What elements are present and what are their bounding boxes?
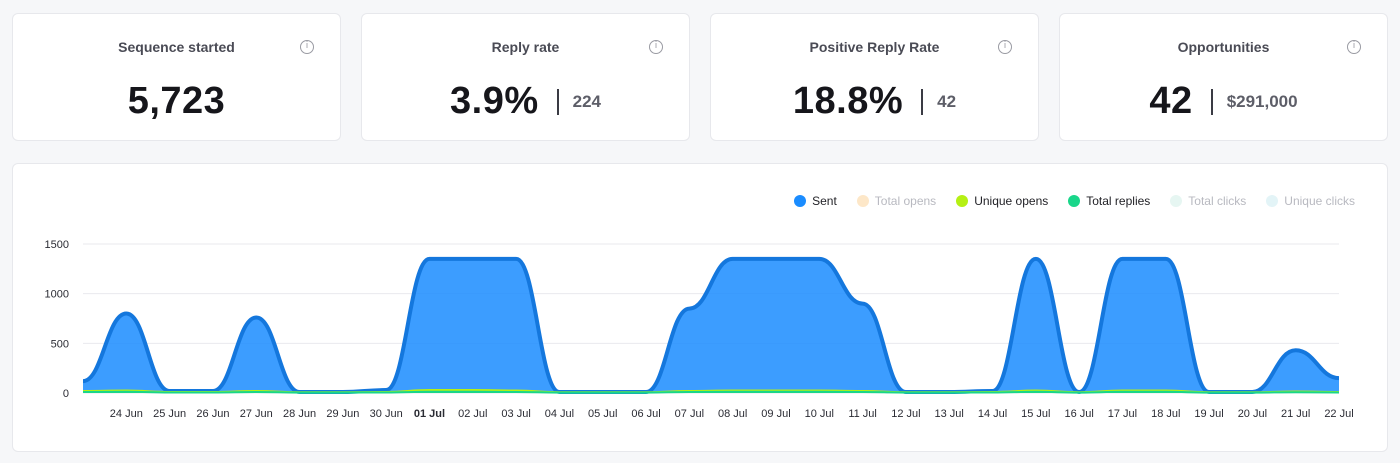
- card-title: Sequence started: [118, 39, 235, 55]
- x-tick-label: 05 Jul: [588, 408, 617, 420]
- x-tick-label: 20 Jul: [1238, 408, 1267, 420]
- card-sub-value: $291,000: [1226, 91, 1298, 111]
- card-positive-reply-rate: Positive Reply Rate i 18.8% 42: [710, 13, 1039, 141]
- legend-item-total-opens[interactable]: Total opens: [856, 194, 937, 208]
- y-tick-label: 1500: [45, 239, 69, 251]
- stat-cards: Sequence started i 5,723 Reply rate i 3.…: [12, 13, 1388, 141]
- legend-label: Total clicks: [1188, 194, 1247, 208]
- x-tick-label: 17 Jul: [1108, 408, 1137, 420]
- legend-dot: [794, 195, 807, 207]
- legend-label: Total opens: [874, 194, 937, 208]
- legend-item-unique-clicks[interactable]: Unique clicks: [1266, 194, 1355, 208]
- x-tick-label: 30 Jun: [370, 408, 403, 420]
- x-tick-label: 14 Jul: [978, 408, 1007, 420]
- x-tick-label: 16 Jul: [1064, 408, 1093, 420]
- card-value: 3.9%: [450, 80, 539, 122]
- chart-legend: Sent Total opens Unique opens Total repl…: [794, 194, 1355, 208]
- series-line-sent: [82, 256, 1340, 395]
- series-area-sent: [83, 258, 1339, 393]
- x-tick-label: 21 Jul: [1281, 408, 1310, 420]
- legend-label: Sent: [812, 194, 837, 208]
- legend-label: Total replies: [1086, 194, 1151, 208]
- legend-dot: [856, 195, 869, 207]
- card-value-row: 5,723: [13, 80, 340, 123]
- x-tick-label: 22 Jul: [1324, 408, 1353, 420]
- x-tick-label: 04 Jul: [545, 408, 574, 420]
- y-tick-label: 0: [63, 388, 69, 400]
- divider: [1210, 88, 1213, 115]
- card-value: 42: [1149, 80, 1193, 122]
- info-icon[interactable]: i: [1347, 40, 1361, 54]
- legend-dot: [1068, 195, 1081, 207]
- legend-dot: [956, 195, 969, 207]
- x-tick-label: 24 Jun: [110, 408, 143, 420]
- card-sub-value: 42: [937, 91, 957, 111]
- x-tick-label: 12 Jul: [891, 408, 920, 420]
- x-tick-label: 08 Jul: [718, 408, 747, 420]
- card-reply-rate: Reply rate i 3.9% 224: [361, 13, 690, 141]
- x-tick-label: 26 Jun: [196, 408, 229, 420]
- x-tick-label: 28 Jun: [283, 408, 316, 420]
- card-value-row: 3.9% 224: [362, 80, 689, 123]
- x-tick-label: 03 Jul: [501, 408, 530, 420]
- x-tick-label: 19 Jul: [1194, 408, 1223, 420]
- x-tick-label: 29 Jun: [326, 408, 359, 420]
- card-value: 18.8%: [792, 80, 904, 122]
- info-icon[interactable]: i: [300, 40, 314, 54]
- x-tick-label: 02 Jul: [458, 408, 487, 420]
- legend-item-sent[interactable]: Sent: [794, 194, 837, 208]
- legend-dot: [1266, 195, 1279, 207]
- x-tick-label: 18 Jul: [1151, 408, 1180, 420]
- info-icon[interactable]: i: [998, 40, 1012, 54]
- chart-panel: Sent Total opens Unique opens Total repl…: [12, 163, 1388, 452]
- y-tick-label: 500: [51, 338, 69, 350]
- divider: [556, 88, 559, 115]
- card-value-row: 18.8% 42: [711, 80, 1038, 123]
- card-sub-value: 224: [572, 91, 601, 111]
- card-title: Positive Reply Rate: [809, 39, 940, 55]
- x-tick-label: 01 Jul: [414, 408, 445, 420]
- divider: [921, 88, 924, 115]
- x-tick-label: 15 Jul: [1021, 408, 1050, 420]
- legend-item-total-replies[interactable]: Total replies: [1068, 194, 1150, 208]
- legend-label: Unique opens: [974, 194, 1049, 208]
- x-tick-label: 25 Jun: [153, 408, 186, 420]
- y-tick-label: 1000: [45, 289, 69, 301]
- series-line-total-replies: [82, 390, 1340, 394]
- legend-item-total-clicks[interactable]: Total clicks: [1170, 194, 1246, 208]
- card-sequence-started: Sequence started i 5,723: [12, 13, 341, 141]
- card-title: Reply rate: [491, 39, 560, 55]
- info-icon[interactable]: i: [649, 40, 663, 54]
- card-value-row: 42 $291,000: [1060, 80, 1387, 123]
- card-value: 5,723: [127, 80, 226, 122]
- x-tick-label: 07 Jul: [675, 408, 704, 420]
- card-title: Opportunities: [1177, 39, 1270, 55]
- legend-item-unique-opens[interactable]: Unique opens: [956, 194, 1048, 208]
- legend-label: Unique clicks: [1284, 194, 1355, 208]
- card-opportunities: Opportunities i 42 $291,000: [1059, 13, 1388, 141]
- x-tick-label: 11 Jul: [848, 408, 877, 420]
- x-tick-label: 27 Jun: [240, 408, 273, 420]
- x-tick-label: 13 Jul: [935, 408, 964, 420]
- legend-dot: [1170, 195, 1183, 207]
- x-tick-label: 06 Jul: [631, 408, 660, 420]
- x-tick-label: 09 Jul: [761, 408, 790, 420]
- area-chart[interactable]: 0 500 1000 1500 24 Jun 25 Jun 26 Jun 27 Jun 28 J…: [13, 164, 1389, 453]
- x-tick-label: 10 Jul: [805, 408, 834, 420]
